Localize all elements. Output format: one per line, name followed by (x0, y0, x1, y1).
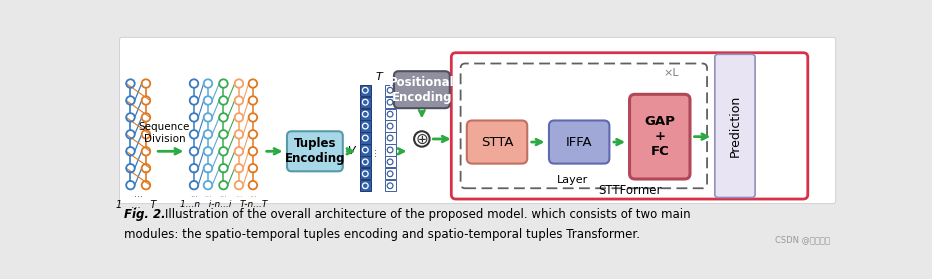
Text: Prediction: Prediction (729, 95, 742, 157)
Bar (385, 97, 395, 108)
Text: Sequence
Division: Sequence Division (139, 122, 190, 144)
Text: ...: ... (220, 190, 227, 199)
FancyBboxPatch shape (119, 37, 836, 204)
Bar (360, 97, 371, 108)
Text: Illustration of the overall architecture of the proposed model. which consists o: Illustration of the overall architecture… (165, 208, 691, 221)
Text: ...: ... (190, 190, 198, 199)
Text: ...: ... (368, 147, 378, 156)
Bar (385, 180, 395, 191)
Bar (360, 156, 371, 167)
Text: ...: ... (235, 190, 243, 199)
Bar (360, 121, 371, 132)
Bar (360, 144, 371, 155)
Bar (360, 85, 371, 96)
Text: ...: ... (249, 190, 257, 199)
FancyBboxPatch shape (467, 121, 528, 163)
Text: Tuples
Encoding: Tuples Encoding (284, 137, 345, 165)
Text: 1...n   i-n...i   T-n...T: 1...n i-n...i T-n...T (180, 200, 267, 209)
Text: ×L: ×L (664, 68, 679, 78)
Bar (385, 133, 395, 144)
Text: $\oplus$: $\oplus$ (415, 131, 429, 146)
Bar (385, 144, 395, 155)
Text: STTFormer: STTFormer (597, 184, 662, 198)
Text: ...: ... (133, 189, 143, 199)
Bar (360, 133, 371, 144)
Text: Fig. 2.: Fig. 2. (124, 208, 166, 221)
FancyBboxPatch shape (287, 131, 343, 171)
Bar (360, 168, 371, 179)
Text: Positional
Encoding: Positional Encoding (389, 76, 455, 104)
Bar (385, 168, 395, 179)
Text: GAP
+
FC: GAP + FC (644, 115, 675, 158)
Text: ...: ... (204, 190, 212, 199)
Text: Layer: Layer (556, 175, 588, 185)
Text: V: V (347, 146, 354, 156)
Text: modules: the spatio-temporal tuples encoding and spatio-temporal tuples Transfor: modules: the spatio-temporal tuples enco… (124, 227, 640, 240)
FancyBboxPatch shape (549, 121, 610, 163)
Text: T: T (375, 72, 382, 82)
FancyBboxPatch shape (394, 71, 450, 108)
Bar (385, 156, 395, 167)
Text: 1   ...   T: 1 ... T (116, 200, 156, 210)
Bar (360, 180, 371, 191)
FancyBboxPatch shape (629, 94, 690, 179)
Bar (385, 121, 395, 132)
Text: IFFA: IFFA (566, 136, 593, 148)
Text: CSDN @梅津太郎: CSDN @梅津太郎 (774, 235, 829, 244)
Text: STTA: STTA (481, 136, 514, 148)
Bar (385, 109, 395, 120)
Bar (360, 109, 371, 120)
FancyBboxPatch shape (715, 54, 755, 198)
Bar (385, 85, 395, 96)
